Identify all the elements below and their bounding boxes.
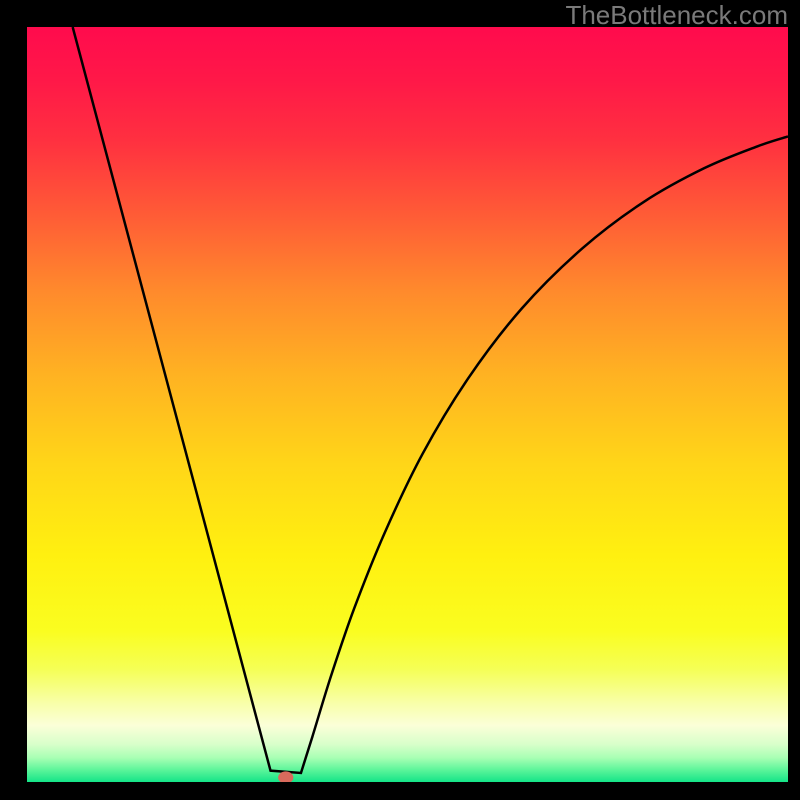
watermark-text: TheBottleneck.com bbox=[565, 0, 788, 31]
curve-path bbox=[73, 27, 788, 773]
curve-svg bbox=[27, 27, 788, 782]
plot-area bbox=[27, 27, 788, 782]
